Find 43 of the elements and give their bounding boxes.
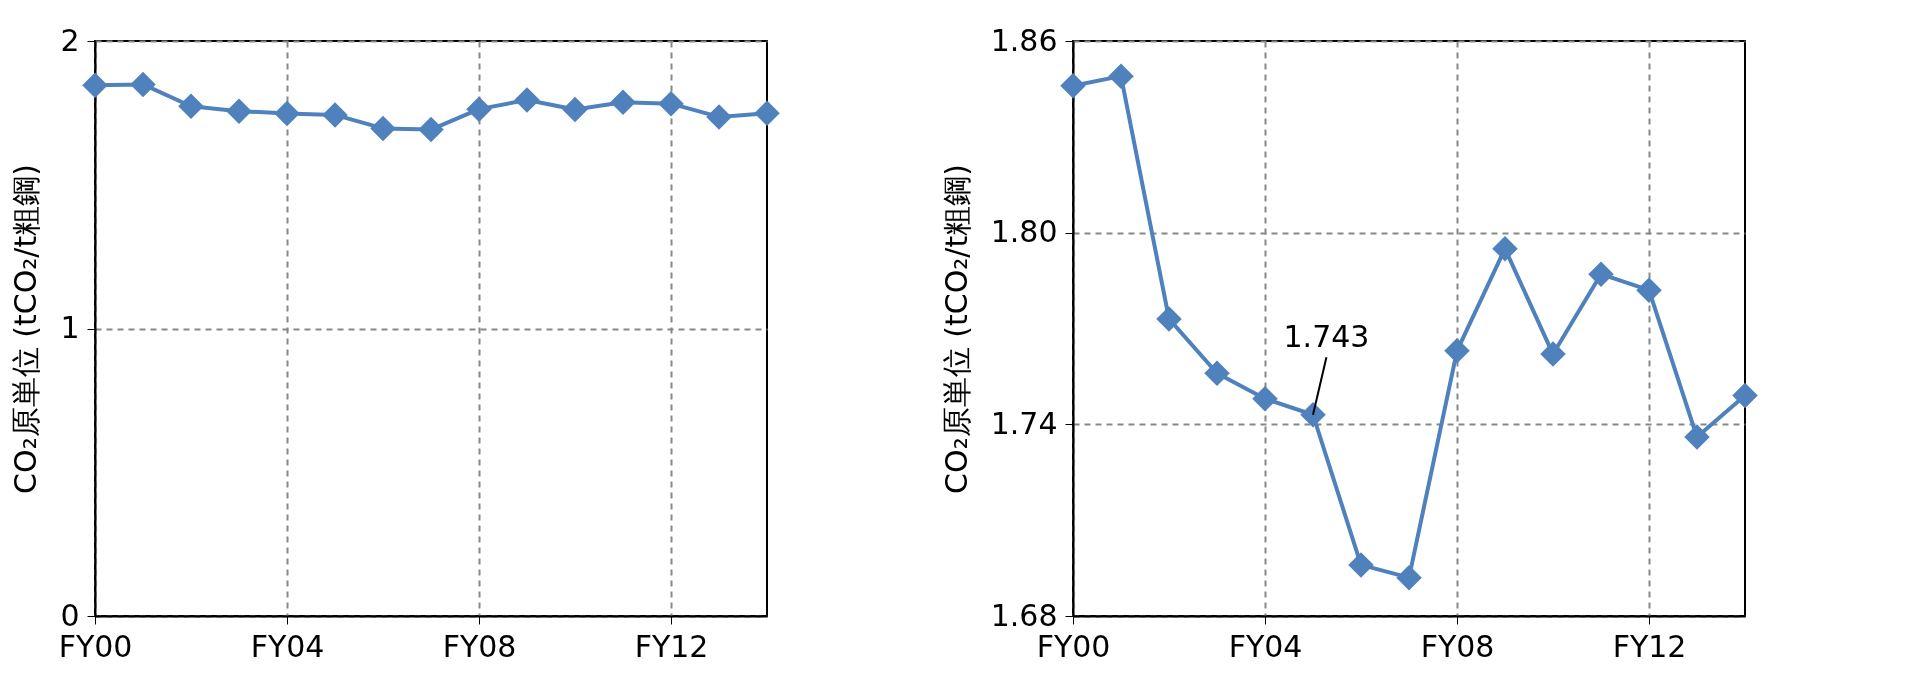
- point: [1156, 306, 1182, 332]
- y-tick-label: 1: [60, 310, 80, 345]
- point: [1396, 564, 1422, 591]
- annotation: 1.743: [1283, 319, 1370, 355]
- point: [1636, 277, 1662, 303]
- point: [1684, 424, 1710, 450]
- y-tick-label: 1.86: [990, 22, 1058, 58]
- point: [562, 96, 588, 123]
- point: [370, 115, 396, 142]
- point: [1204, 360, 1230, 386]
- point: [1492, 235, 1518, 262]
- x-tick-label: FY12: [634, 628, 709, 664]
- point: [274, 100, 300, 127]
- point: [1252, 386, 1278, 412]
- x-tick-label: FY12: [1612, 628, 1687, 664]
- x-tick-label: FY04: [1228, 628, 1303, 664]
- point: [82, 72, 108, 99]
- y-axis-title: CO₂原単位 (tCO₂/t粗鋼): [938, 164, 974, 494]
- point: [1444, 338, 1470, 364]
- x-tick-label: FY08: [1420, 628, 1495, 664]
- point: [466, 96, 492, 122]
- point: [1348, 552, 1374, 578]
- point: [1540, 341, 1566, 367]
- point: [226, 98, 252, 124]
- y-tick-label: 1.74: [990, 405, 1058, 441]
- point: [418, 116, 444, 143]
- point: [1060, 72, 1086, 99]
- point: [610, 89, 636, 115]
- y-axis-title: CO₂原単位 (tCO₂/t粗鋼): [8, 164, 44, 494]
- point: [178, 93, 204, 120]
- point: [658, 90, 684, 117]
- point: [514, 87, 540, 113]
- point: [130, 71, 156, 98]
- x-tick-label: FY04: [250, 628, 325, 664]
- point: [706, 104, 732, 130]
- point: [1732, 382, 1758, 409]
- y-tick-label: 1.80: [990, 214, 1058, 250]
- point: [1108, 63, 1134, 89]
- y-tick-label: 2: [60, 22, 80, 58]
- point: [1588, 261, 1614, 287]
- x-tick-label: FY08: [442, 628, 517, 664]
- point: [754, 100, 780, 126]
- point: [322, 102, 348, 128]
